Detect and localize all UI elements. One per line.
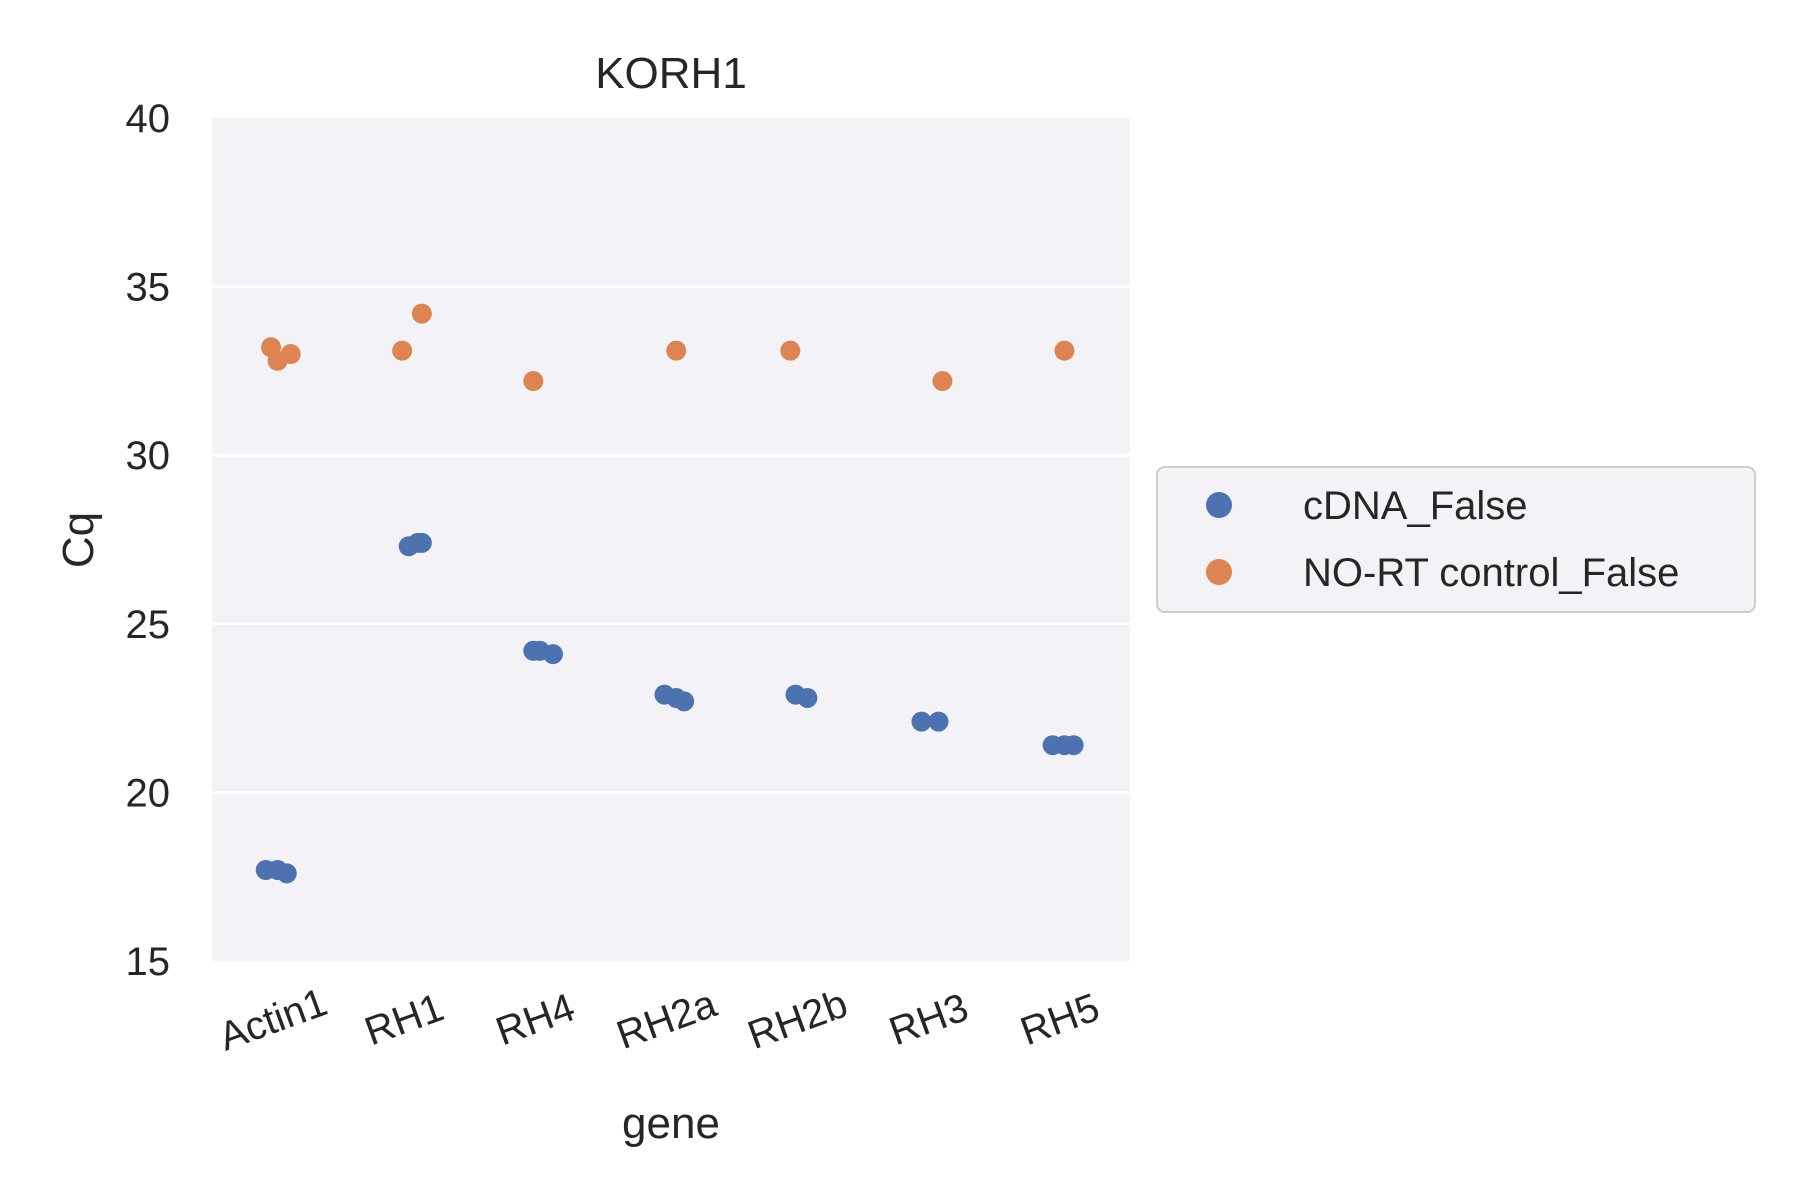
data-point [1054, 340, 1075, 361]
data-point [932, 371, 953, 392]
data-point [1054, 735, 1075, 756]
legend: cDNA_False NO-RT control_False [1156, 466, 1756, 613]
y-tick-label: 25 [126, 603, 171, 647]
data-point [392, 340, 413, 361]
data-point [261, 337, 282, 358]
chart-title: KORH1 [595, 49, 747, 98]
x-tick-label: RH3 [884, 985, 974, 1054]
data-point [780, 340, 801, 361]
data-point [542, 644, 563, 665]
data-point [411, 303, 432, 324]
data-point [280, 344, 301, 365]
legend-marker [1206, 559, 1232, 585]
data-point [523, 640, 544, 661]
data-point [911, 711, 932, 732]
legend-label: NO-RT control_False [1303, 551, 1679, 595]
x-tick-label: Actin1 [213, 980, 333, 1059]
data-point [666, 687, 687, 708]
y-tick-label: 20 [126, 771, 171, 815]
y-tick-label: 35 [126, 266, 171, 310]
x-tick-label: RH1 [359, 985, 449, 1054]
data-point [523, 371, 544, 392]
legend-box [1156, 466, 1756, 613]
y-axis-label: Cq [54, 512, 103, 568]
data-point [411, 532, 432, 553]
x-tick-label: RH4 [490, 985, 580, 1054]
data-point [666, 340, 687, 361]
x-tick-label: RH2a [611, 981, 723, 1058]
x-axis-label: gene [622, 1099, 720, 1148]
legend-marker [1206, 492, 1232, 518]
y-tick-label: 15 [126, 940, 171, 984]
plot-area [212, 118, 1130, 961]
x-tick-label: RH5 [1015, 985, 1105, 1054]
y-tick-label: 30 [126, 434, 171, 478]
data-point [797, 687, 818, 708]
data-point [928, 711, 949, 732]
legend-label: cDNA_False [1303, 484, 1528, 528]
x-tick-label: RH2b [742, 982, 853, 1058]
y-tick-label: 40 [126, 97, 171, 141]
data-point [267, 859, 288, 880]
